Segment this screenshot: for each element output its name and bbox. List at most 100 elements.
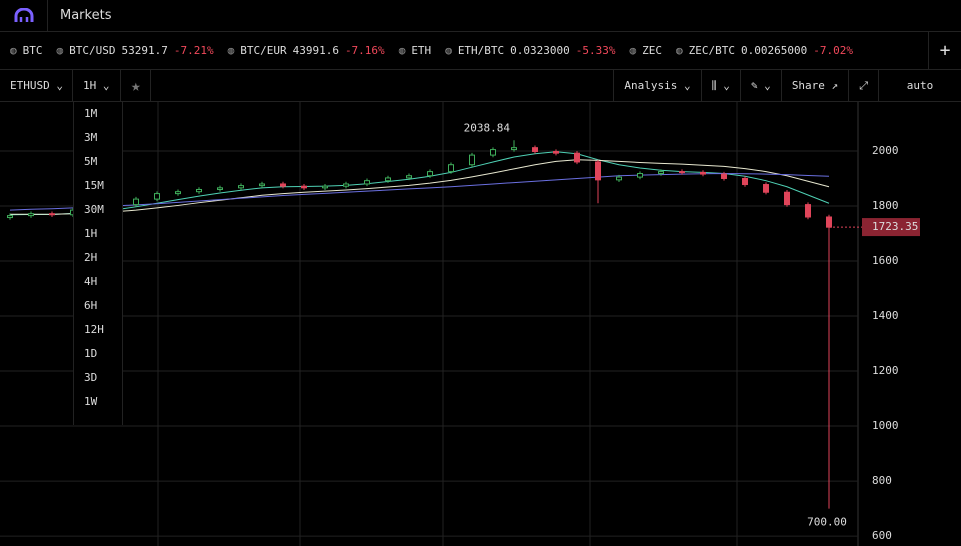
candle-body xyxy=(616,176,622,181)
candle-body xyxy=(532,147,538,153)
candle-body xyxy=(721,173,727,179)
interval-option[interactable]: 3M xyxy=(84,131,98,144)
candle-body xyxy=(175,191,181,195)
ticker-item[interactable]: ◍ ETH/BTC 0.0323000 -5.33% xyxy=(445,44,615,57)
interval-option[interactable]: 5M xyxy=(84,155,98,168)
ticker-icon: ◍ xyxy=(676,44,683,57)
ticker-price: 53291.7 xyxy=(121,44,168,57)
candle-body xyxy=(238,185,244,189)
last-price-box xyxy=(862,218,920,237)
high-label: 2038.84 xyxy=(464,121,511,134)
candle-body xyxy=(553,151,559,154)
y-tick-label: 2000 xyxy=(872,144,899,157)
y-tick-label: 600 xyxy=(872,529,892,542)
candle-body xyxy=(259,183,265,187)
scale-button[interactable]: auto xyxy=(879,70,961,101)
ticker-name: BTC/USD xyxy=(69,44,116,57)
candle-body xyxy=(406,175,412,179)
candle-body xyxy=(469,154,475,166)
symbol-select[interactable]: ETHUSD ⌄ xyxy=(0,70,73,101)
favorite[interactable]: ★ xyxy=(121,70,151,101)
candle-body xyxy=(280,183,286,187)
candle-body xyxy=(133,198,139,206)
fullscreen-button[interactable]: ⤢ xyxy=(849,70,879,101)
candle-body xyxy=(490,149,496,156)
toolbar: ETHUSD ⌄ 1H ⌄ ★ Analysis ⌄ ⫼ ⌄ ✎ ⌄ Share… xyxy=(0,70,961,102)
candle-body xyxy=(448,164,454,173)
ticker-item[interactable]: ◍ ZEC/BTC 0.00265000 -7.02% xyxy=(676,44,853,57)
ticker-icon: ◍ xyxy=(398,44,406,57)
interval-option[interactable]: 15M xyxy=(84,179,104,192)
interval-option[interactable]: 12H xyxy=(84,323,104,336)
interval-option[interactable]: 6H xyxy=(84,299,98,312)
interval-option[interactable]: 4H xyxy=(84,275,98,288)
candle-body xyxy=(385,177,391,182)
ticker-name: BTC xyxy=(22,44,43,57)
ticker-change: -5.33% xyxy=(575,44,616,57)
ticker-item[interactable]: ◍ BTC/EUR 43991.6 -7.16% xyxy=(228,44,385,57)
ticker-name: ZEC/BTC xyxy=(688,44,736,57)
analysis-button[interactable]: Analysis ⌄ xyxy=(613,70,702,101)
price-chart: 600 800 1000 1200 1400 1600 1800 2000 2038.84 700… xyxy=(0,102,920,546)
y-tick-label: 1600 xyxy=(872,254,899,267)
interval-option[interactable]: 1H xyxy=(84,227,98,240)
candle-body xyxy=(700,171,706,175)
candle-body xyxy=(49,213,55,216)
interval-option[interactable]: 2H xyxy=(84,251,98,264)
ticker-change: -7.02% xyxy=(813,44,853,57)
interval-menu: 1M 3M 5M 15M 30M 1H 2H 4H 6H 12H 1D 3D 1W xyxy=(73,102,123,425)
candle-body xyxy=(826,216,832,228)
candle-body xyxy=(574,152,580,163)
ticker-change: -7.16% xyxy=(344,44,385,57)
indicator-button[interactable]: ⫼ ⌄ xyxy=(702,70,741,101)
analysis: Analysis xyxy=(624,79,678,92)
candle-body xyxy=(658,171,664,175)
candle-body xyxy=(7,215,13,219)
top-bar: Markets xyxy=(0,0,961,32)
low-label: 700.00 xyxy=(807,516,847,529)
symbol: ETHUSD xyxy=(10,79,50,92)
share-button[interactable]: Share ↗ xyxy=(782,70,850,101)
interval-option[interactable]: 30M xyxy=(84,203,104,216)
candle-body xyxy=(511,147,517,151)
y-tick-label: 1400 xyxy=(872,309,899,322)
ticker-item[interactable]: ◍ BTC/USD 53291.7 -7.21% xyxy=(57,44,214,57)
interval-option[interactable]: 1D xyxy=(84,347,98,360)
ticker-icon: ◍ xyxy=(56,44,64,57)
ticker-icon: ◍ xyxy=(445,44,452,57)
add-ticker[interactable]: + xyxy=(928,32,961,69)
candle-body xyxy=(196,188,202,193)
ticker-item[interactable]: ◍ ZEC xyxy=(630,44,663,57)
ticker-price: 0.0323000 xyxy=(510,44,570,57)
ticker-icon: ◍ xyxy=(629,44,637,57)
interval-option[interactable]: 1M xyxy=(84,107,98,120)
ticker-price: 0.00265000 xyxy=(741,44,808,57)
candle-body xyxy=(427,171,433,177)
interval-option[interactable]: 3D xyxy=(84,371,98,384)
interval-select[interactable]: 1H ⌄ xyxy=(73,70,121,101)
candle-body xyxy=(595,161,601,181)
logo-icon xyxy=(14,7,33,22)
candle-body xyxy=(364,180,370,185)
ticker-item[interactable]: ◍ ETH xyxy=(399,44,432,57)
last-price-label: 1723.35 xyxy=(872,220,918,233)
ticker-item[interactable]: ◍ BTC xyxy=(10,44,43,57)
ticker-name: ZEC xyxy=(642,44,663,57)
interval-option[interactable]: 1W xyxy=(84,395,98,408)
y-tick-label: 800 xyxy=(872,474,892,487)
ticker-icon: ◍ xyxy=(227,44,235,57)
candle-body xyxy=(805,204,811,218)
interval: 1H xyxy=(83,79,97,92)
candle-body xyxy=(343,183,349,187)
candle-body xyxy=(637,173,643,178)
logo[interactable] xyxy=(0,0,48,31)
draw-button[interactable]: ✎ ⌄ xyxy=(741,70,782,101)
candle-body xyxy=(154,193,160,200)
ticker-icon: ◍ xyxy=(10,44,17,57)
ticker-name: ETH xyxy=(411,44,432,57)
ticker-bar: ◍ BTC ◍ BTC/USD 53291.7 -7.21% ◍ BTC/EUR 43991.6… xyxy=(0,32,961,70)
scale: auto xyxy=(906,79,934,92)
candle-body xyxy=(784,191,790,206)
ticker-change: -7.21% xyxy=(173,44,214,57)
